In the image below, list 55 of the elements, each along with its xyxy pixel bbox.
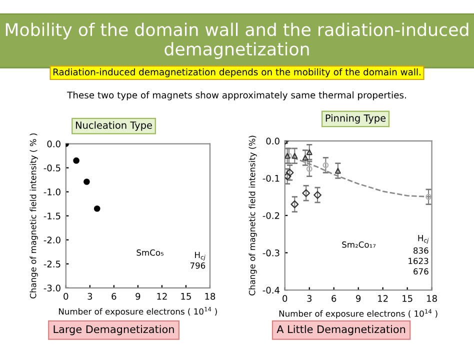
y-tick-label: -2.5 <box>44 260 60 268</box>
point <box>290 200 299 208</box>
text: Large Demagnetization <box>54 325 174 336</box>
y-tick-label: -2.0 <box>44 236 60 244</box>
annotation: 796 <box>190 262 206 269</box>
point <box>73 157 80 164</box>
text: These two type of magnets show approximately same thermal properties. <box>67 91 406 100</box>
x-tick-label: 9 <box>136 292 140 300</box>
chart-title: Pinning Type <box>326 114 386 124</box>
x-tick-label: 18 <box>427 295 437 302</box>
annotation: 1623 <box>408 258 428 264</box>
text: A Little Demagnetization <box>276 325 406 336</box>
annotation: H$_{cj}$ <box>418 235 429 244</box>
x-axis-title: Number of exposure electrons ( 10$^{14}$ ) <box>59 307 217 316</box>
annotation: H$_{cj}$ <box>195 252 206 261</box>
y-tick-label: -1.5 <box>44 212 60 220</box>
x-tick-label: 3 <box>307 295 312 302</box>
y-tick-label: -0.1 <box>262 174 280 182</box>
point <box>94 205 100 212</box>
x-tick-label: 3 <box>88 292 92 300</box>
y-tick-label: -1.0 <box>44 188 60 196</box>
x-tick-label: 9 <box>356 295 361 302</box>
point <box>84 178 90 185</box>
chart-title: Nucleation Type <box>76 121 152 131</box>
x-tick-label: 6 <box>332 295 336 302</box>
y-tick-label: -0.5 <box>44 164 60 172</box>
point <box>292 152 298 159</box>
x-tick-label: 18 <box>205 292 216 300</box>
y-tick-label: 0.0 <box>47 140 60 148</box>
text: Radiation-induced demagnetization depends on the mobility of the domain wall. <box>53 68 420 78</box>
x-axis-title: Number of exposure electrons ( 10$^{14}$ ) <box>279 309 438 318</box>
text: Mobility of the domain wall and the radiation-induced demagnetization <box>6 22 468 59</box>
annotation: 676 <box>414 268 428 275</box>
y-tick-label: -3.0 <box>44 284 60 292</box>
y-tick-label: -0.4 <box>262 286 280 294</box>
y-axis-title: Change of magnetic field intensity (%) <box>248 136 257 296</box>
x-tick-label: 12 <box>157 292 167 300</box>
y-tick-label: -0.3 <box>262 249 280 256</box>
point <box>302 154 308 161</box>
x-tick-label: 15 <box>181 293 191 300</box>
x-tick-label: 12 <box>378 295 388 302</box>
annotation: Sm₂Co₁₇ <box>342 241 376 248</box>
y-tick-label: 0.0 <box>266 138 280 144</box>
y-axis-title: Change of magnetic field intensity ( % ) <box>30 134 38 298</box>
point <box>302 189 310 198</box>
point <box>314 191 322 199</box>
x-tick-label: 0 <box>64 292 68 300</box>
point <box>306 149 312 156</box>
y-tick-label: -0.2 <box>262 212 280 220</box>
point <box>334 168 341 174</box>
x-tick-label: 6 <box>112 292 116 300</box>
annotation: 836 <box>414 247 428 254</box>
x-tick-label: 15 <box>402 295 412 302</box>
annotation: SmCo₅ <box>136 249 164 256</box>
x-tick-label: 0 <box>282 295 288 302</box>
